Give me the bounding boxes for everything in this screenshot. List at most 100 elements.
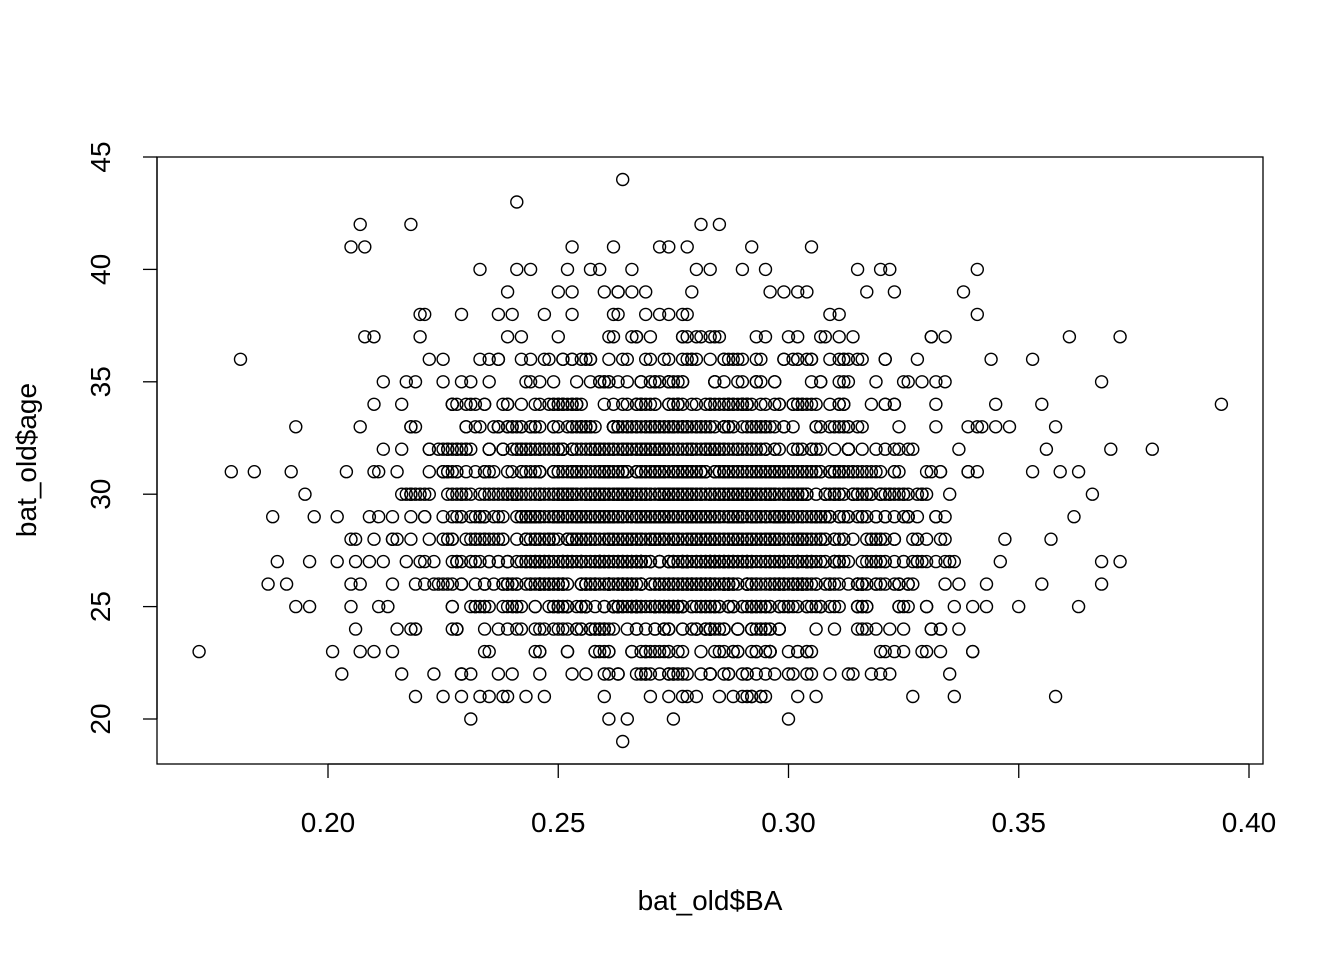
data-point [528,442,542,456]
data-point [685,442,699,456]
data-point [712,487,727,501]
data-point [832,420,846,434]
data-point [800,397,814,411]
data-point [593,532,607,546]
data-point [514,554,529,569]
data-point [1048,420,1063,434]
data-point [726,352,740,366]
data-point [620,465,634,479]
data-point [482,689,496,704]
data-point [754,375,768,389]
data-point [777,554,791,569]
data-point [855,487,869,501]
data-point [574,397,588,411]
data-point [804,532,819,546]
data-point [901,442,915,456]
data-point [450,397,464,411]
data-point [735,599,750,614]
data-point [754,442,768,456]
data-point [662,577,676,591]
data-point [464,599,478,614]
data-point [781,554,796,569]
data-point [855,554,869,569]
data-point [367,397,381,411]
data-point [500,599,515,614]
data-point [546,532,561,546]
data-point [708,442,722,456]
data-point [597,554,611,569]
data-point [441,532,455,546]
data-point [832,487,846,501]
data-point [579,420,593,434]
data-point [445,442,459,456]
data-point [620,622,634,636]
data-point [768,554,782,569]
data-point [616,352,630,366]
data-point [413,554,427,569]
data-point [422,532,436,546]
data-point [510,554,524,569]
data-point [910,352,925,366]
data-point [606,465,621,479]
data-point [745,240,759,254]
data-point [620,442,634,456]
data-point [588,465,602,479]
data-point [666,712,681,726]
data-point [901,487,915,501]
data-point [680,487,694,501]
data-point [473,532,487,546]
data-point [777,352,791,366]
data-point [367,644,381,659]
data-point [533,375,547,389]
data-point [818,577,832,591]
data-point [528,420,542,434]
data-point [675,667,690,681]
data-point [505,442,519,456]
data-point [827,465,842,479]
data-point [827,420,842,434]
data-point [745,465,759,479]
data-point [791,644,805,659]
data-point [579,487,593,501]
data-point [814,554,828,569]
data-point [675,510,690,524]
data-point [814,465,828,479]
data-point [459,487,473,501]
data-point [952,622,966,636]
data-point [542,510,556,524]
data-point [583,510,598,524]
data-point [551,465,565,479]
data-point [408,375,423,389]
data-point [302,554,317,569]
data-point [721,577,736,591]
data-point [583,487,598,501]
data-point [841,352,856,366]
data-point [616,442,630,456]
data-point [528,465,542,479]
data-point [768,465,782,479]
data-point [652,577,667,591]
data-point [850,352,865,366]
data-point [818,487,832,501]
data-point [353,577,367,591]
data-point [528,532,542,546]
data-point [574,622,588,636]
data-point [777,599,791,614]
data-point [712,442,727,456]
data-point [758,644,773,659]
data-point [445,599,459,614]
data-point [523,487,538,501]
data-point [533,622,547,636]
data-point [634,510,648,524]
data-point [413,307,427,322]
data-point [970,262,984,277]
y-axis-label: bat_old$age [11,383,42,537]
data-point [514,442,529,456]
data-point [298,487,312,501]
data-point [482,375,496,389]
data-point [745,644,759,659]
data-point [537,487,552,501]
data-point [588,577,602,591]
data-point [791,442,805,456]
data-point [675,375,690,389]
